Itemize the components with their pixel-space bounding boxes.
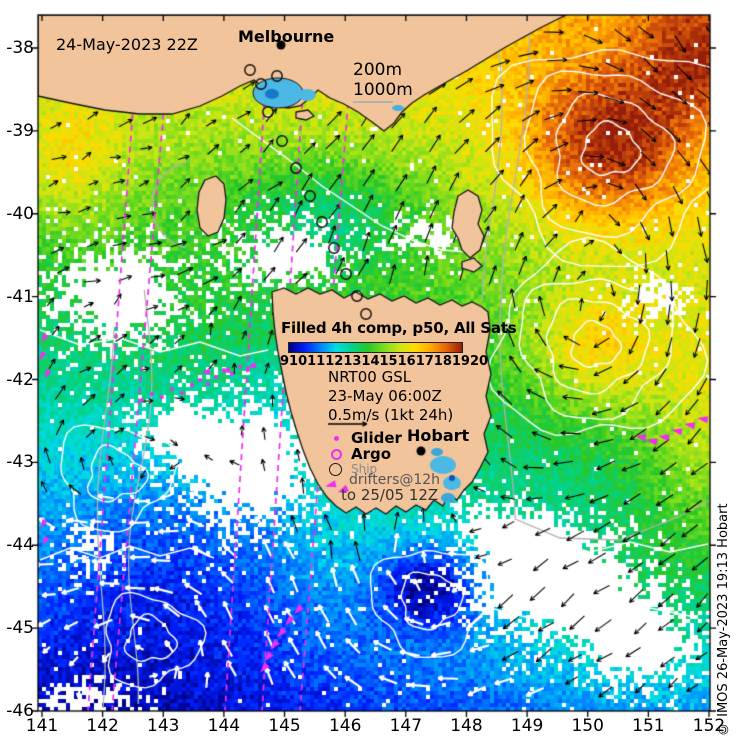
y-axis-labels: -38 -39 -40 -41 -42 -43 -44 -45 -46	[0, 0, 36, 740]
colorbar-tick: 15	[379, 354, 398, 369]
legend-label-argo: Argo	[351, 445, 392, 463]
colorbar-tick: 12	[325, 354, 344, 369]
colorbar-gradient	[288, 342, 463, 353]
legend-label-glider: Glider	[351, 429, 402, 447]
y-tick-label: -43	[6, 452, 34, 473]
colorbar-tick: 16	[397, 354, 416, 369]
colorbar-tick: 17	[415, 354, 434, 369]
city-label-hobart: Hobart	[407, 426, 470, 445]
isobath-1000m-sample-line	[353, 101, 393, 103]
copyright-credit: © IMOS 26-May-2023 19:13 Hobart	[716, 503, 731, 736]
argo-marker-icon	[331, 449, 342, 460]
colorbar-tick: 9	[280, 354, 290, 369]
x-tick-label: 146	[328, 716, 362, 736]
x-tick-label: 149	[510, 716, 544, 736]
colorbar-tick: 10	[289, 354, 308, 369]
x-axis-labels: 141 142 143 144 145 146 147 148 149 150 151 152	[0, 716, 750, 738]
isobath-label-1000m: 1000m	[353, 80, 413, 100]
y-tick-label: -41	[6, 286, 34, 307]
ship-marker-icon	[329, 463, 342, 476]
x-tick-label: 152	[692, 716, 726, 736]
colorbar-tick-labels: 9 10 11 12 13 14 15 16 17 18 19 20	[280, 354, 488, 369]
analysis-date-label: 24-May-2023 22Z	[56, 35, 198, 54]
y-tick-label: -39	[6, 120, 34, 141]
y-tick-label: -38	[6, 38, 34, 58]
colorbar-tick: 13	[343, 354, 362, 369]
colorbar-tick: 19	[451, 354, 470, 369]
x-tick-label: 145	[268, 716, 301, 736]
legend-label-valid-time: to 25/05 12Z	[341, 486, 439, 504]
x-tick-label: 144	[207, 716, 241, 736]
legend-label-ship: Ship	[351, 462, 378, 476]
y-tick-label: -46	[6, 701, 34, 721]
x-tick-label: 143	[147, 716, 180, 736]
gsl-field-name: NRT00 GSL	[328, 368, 412, 386]
colorbar-tick: 20	[469, 354, 489, 369]
y-tick-label: -45	[6, 618, 34, 639]
city-label-melbourne: Melbourne	[238, 27, 335, 46]
y-tick-label: -40	[6, 203, 34, 224]
x-tick-label: 142	[86, 716, 119, 736]
x-tick-label: 141	[25, 716, 59, 736]
x-tick-label: 147	[389, 716, 423, 736]
x-tick-label: 148	[450, 716, 483, 736]
gsl-field-time: 23-May 06:00Z	[328, 387, 442, 405]
legend-label-drifters: drifters@12h	[349, 472, 441, 488]
y-tick-label: -44	[6, 535, 34, 556]
colorbar-tick: 14	[361, 354, 380, 369]
colorbar-title: Filled 4h comp, p50, All Sats	[281, 319, 517, 337]
colorbar-tick: 11	[307, 354, 326, 369]
isobath-label-200m: 200m	[353, 60, 403, 80]
colorbar-tick: 18	[433, 354, 452, 369]
y-tick-label: -42	[6, 369, 34, 390]
x-tick-label: 151	[632, 716, 665, 736]
vector-scale-label: 0.5m/s (1kt 24h)	[328, 406, 454, 424]
glider-marker-icon	[334, 436, 339, 441]
x-tick-label: 150	[571, 716, 604, 736]
